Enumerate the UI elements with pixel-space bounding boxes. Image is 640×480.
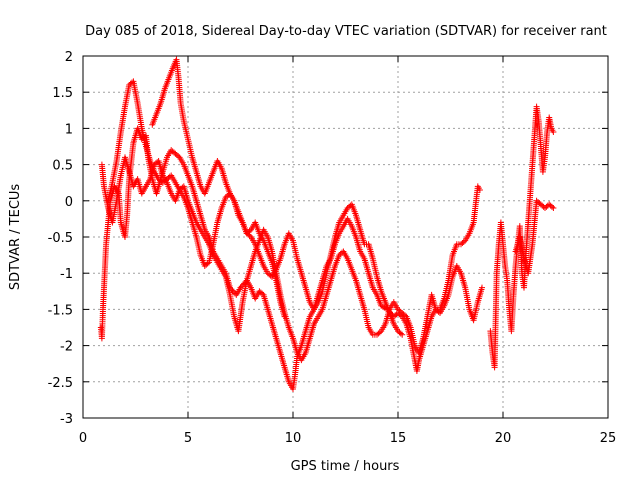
y-tick-label: -1.5 [48,303,73,318]
y-tick-label: -2 [60,340,73,355]
data-point [175,153,182,160]
data-point [237,284,244,291]
data-point [397,330,404,337]
x-axis-label: GPS time / hours [291,459,400,474]
y-tick-labels: -3 -2.5 -2 -1.5 -1 -0.5 0 0.5 1 1.5 2 [48,50,73,427]
x-tick-label: 0 [79,431,87,446]
data-point [549,203,555,210]
data-point [281,313,288,320]
data-point [550,205,557,212]
data-point [550,129,557,136]
data-point [204,260,211,267]
y-tick-label: 2 [65,50,73,65]
data-point [402,312,408,319]
data-point [259,290,266,297]
y-axis-label: SDTVAR / TECUs [8,184,23,291]
data-point [479,284,485,291]
y-tick-label: -2.5 [48,376,73,391]
data-points [97,56,557,393]
y-tick-label: 1 [65,122,73,137]
data-point [230,289,237,296]
x-tick-labels: 0 5 10 15 20 25 [79,431,616,446]
data-point [460,238,467,245]
y-tick-label: 1.5 [52,86,73,101]
data-point [476,186,483,193]
grid-lines [83,56,608,418]
axis-ticks [82,55,609,419]
y-tick-label: -0.5 [48,231,73,246]
chart-title: Day 085 of 2018, Sidereal Day-to-day VTE… [85,24,607,39]
x-tick-label: 10 [285,431,302,446]
data-point [246,227,253,234]
y-tick-label: -1 [60,267,73,282]
x-tick-label: 5 [184,431,192,446]
x-tick-label: 20 [495,431,512,446]
y-tick-label: -3 [60,412,73,427]
x-tick-label: 25 [600,431,617,446]
y-tick-label: 0 [65,195,73,210]
data-point [376,329,383,336]
data-point [399,331,406,338]
x-tick-label: 15 [390,431,407,446]
y-tick-label: 0.5 [52,159,73,174]
